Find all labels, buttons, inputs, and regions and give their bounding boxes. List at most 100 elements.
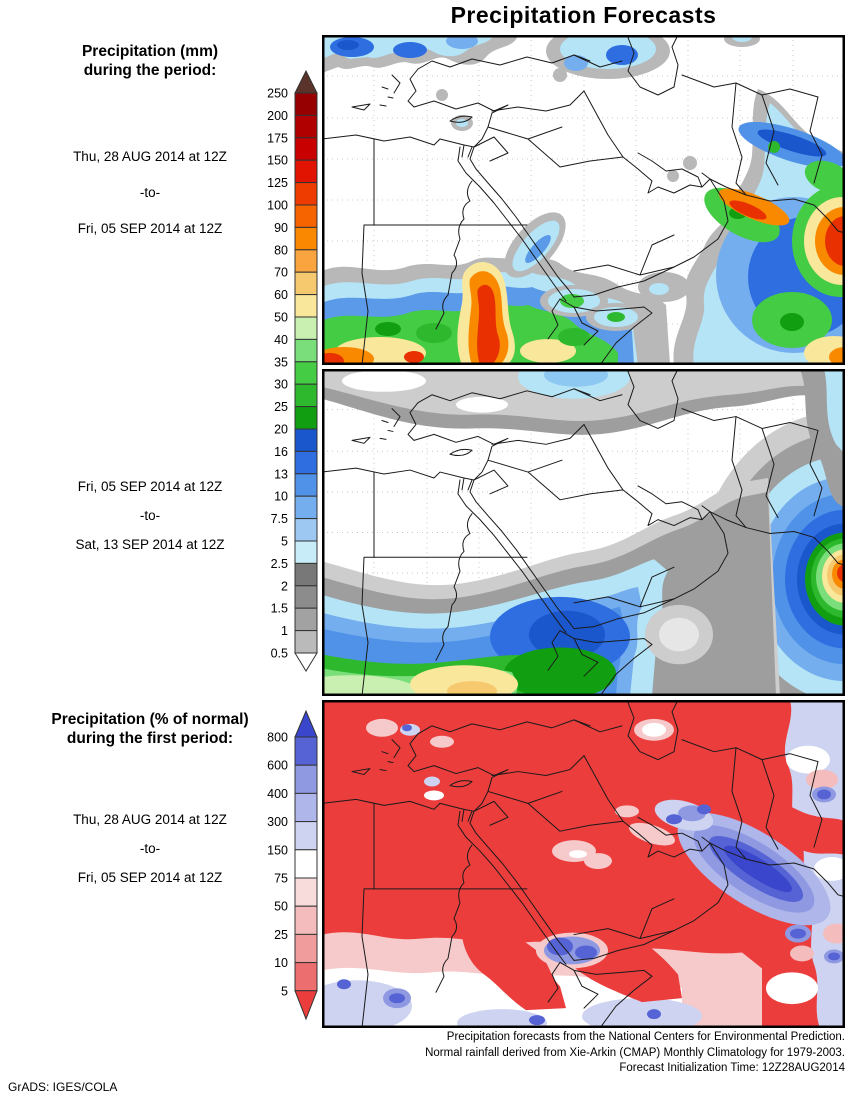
legend-mm-swatch [294,540,318,564]
legend-mm-arrow-bottom [294,652,318,672]
period3-separator: -to- [139,841,161,856]
map-frame [322,700,845,1028]
legend-mm-swatch [294,182,318,206]
legend-mm-label: 90 [274,221,288,235]
legend-mm-label: 30 [274,378,288,392]
legend-pct-swatch [294,962,318,992]
forecast-map-panel-1 [322,35,845,365]
legend-pct-label: 10 [274,956,288,970]
legend-mm-label: 16 [274,445,288,459]
legend-mm-swatch [294,406,318,430]
period2-end: Sat, 13 SEP 2014 at 12Z [75,537,225,552]
footer-line3: Forecast Initialization Time: 12Z28AUG20… [619,1062,845,1074]
page-title: Precipitation Forecasts [450,2,717,28]
legend-mm-label: 1.5 [271,602,288,616]
legend-mm-label: 1 [281,624,288,638]
legend-pct-label: 75 [274,872,288,886]
legend-mm-label: 7.5 [271,512,288,526]
forecast-map-panel-2 [322,369,845,696]
period2-separator: -to- [139,508,161,523]
legend-pct-colorbar: 800 600 400 300 150 75 50 25 10 5 [267,709,318,1021]
period3-start: Thu, 28 AUG 2014 at 12Z [73,812,227,827]
pct-heading-line1: Precipitation (% of normal) [51,711,249,728]
legend-mm-label: 200 [267,109,288,123]
pct-heading: Precipitation (% of normal) during the f… [0,710,300,748]
legend-pct-label: 5 [281,984,288,998]
legend-pct-arrow-top [294,709,318,738]
legend-mm-label: 80 [274,243,288,257]
legend-pct-arrow-bottom [294,990,318,1021]
legend-mm-swatch [294,204,318,228]
footer-line1: Precipitation forecasts from the Nationa… [446,1031,845,1043]
legend-mm-label: 175 [267,131,288,145]
legend-mm-swatch [294,338,318,363]
legend-mm-swatch [294,630,318,654]
period1-end: Fri, 05 SEP 2014 at 12Z [77,221,223,236]
legend-mm-label: 125 [267,176,288,190]
legend-mm-label: 250 [267,87,288,101]
mm-heading: Precipitation (mm) during the period: [0,42,300,80]
legend-pct-swatch [294,933,318,964]
legend-mm-label: 50 [274,311,288,325]
footer-caption: Precipitation forecasts from the Nationa… [225,1030,845,1077]
legend-mm-swatch [294,450,318,475]
legend-mm-swatch [294,562,318,587]
legend-pct-swatch [294,849,318,879]
legend-mm-label: 35 [274,355,288,369]
legend-mm-swatch [294,383,318,408]
legend-pct-swatch [294,792,318,823]
period3-end: Fri, 05 SEP 2014 at 12Z [77,870,223,885]
legend-pct-swatch [294,821,318,851]
legend-mm-swatch [294,495,318,520]
map3-anomaly-shading [322,700,845,1028]
legend-mm-swatch [294,92,318,116]
mm-heading-line2: during the period: [83,62,217,79]
pct-period: Thu, 28 AUG 2014 at 12Z -to- Fri, 05 SEP… [0,813,300,885]
map-frame [322,369,845,696]
legend-pct-swatch [294,905,318,935]
grads-credit: GrADS: IGES/COLA [8,1080,118,1094]
pct-heading-line2: during the first period: [66,730,234,747]
legend-mm-swatch [294,361,318,385]
legend-mm-label: 40 [274,333,288,347]
mm-period2: Fri, 05 SEP 2014 at 12Z -to- Sat, 13 SEP… [0,480,300,552]
legend-pct-swatch [294,877,318,907]
legend-mm-swatch [294,428,318,452]
mm-period1: Thu, 28 AUG 2014 at 12Z -to- Fri, 05 SEP… [0,150,300,236]
legend-pct-label: 600 [267,759,288,773]
legend-pct-label: 150 [267,843,288,857]
map-frame [322,35,845,365]
legend-mm-label: 5 [281,535,288,549]
legend-mm-label: 2.5 [271,557,288,571]
legend-pct-swatch [294,736,318,766]
legend-mm-swatch [294,271,318,296]
legend-mm-swatch [294,114,318,139]
legend-mm-label: 10 [274,490,288,504]
legend-pct-label: 400 [267,787,288,801]
legend-mm-swatch [294,473,318,497]
period2-start: Fri, 05 SEP 2014 at 12Z [77,479,223,494]
legend-mm-swatch [294,585,318,609]
legend-mm-arrow-top [294,69,318,94]
forecast-map-panel-3 [322,700,845,1028]
legend-mm-swatch [294,249,318,273]
legend-mm-swatch [294,316,318,340]
legend-pct-label: 300 [267,815,288,829]
map2-rain-shading [322,369,845,696]
footer-line2: Normal rainfall derived from Xie-Arkin (… [425,1046,845,1059]
legend-mm-swatch [294,226,318,251]
period1-separator: -to- [139,185,161,200]
legend-pct-swatch [294,764,318,794]
legend-mm-swatch [294,159,318,184]
legend-mm-swatch [294,294,318,318]
period1-start: Thu, 28 AUG 2014 at 12Z [73,149,227,164]
legend-pct-label: 25 [274,928,288,942]
legend-mm-label: 70 [274,266,288,280]
legend-mm-label: 25 [274,400,288,414]
mm-heading-line1: Precipitation (mm) [81,43,219,60]
legend-mm-label: 100 [267,199,288,213]
legend-mm-label: 20 [274,423,288,437]
legend-mm-label: 13 [274,467,288,481]
legend-pct-label: 800 [267,731,288,745]
